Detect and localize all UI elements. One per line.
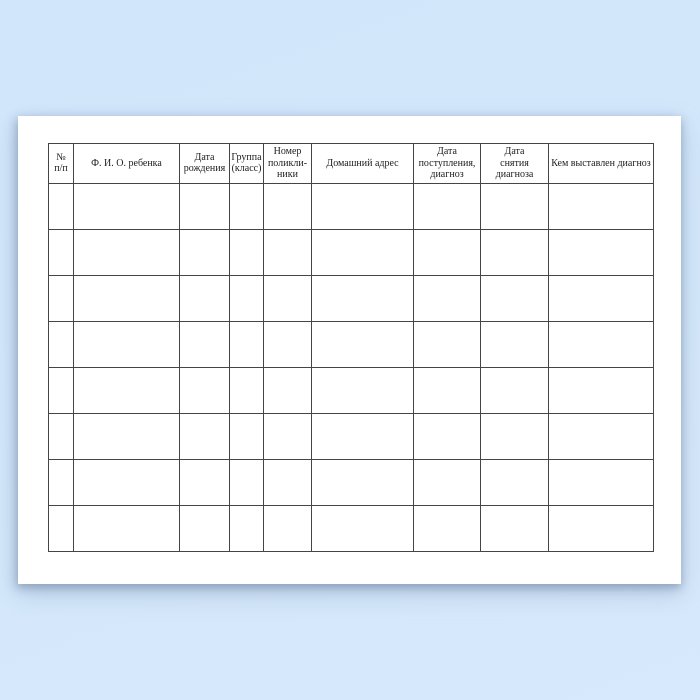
table-cell [311, 412, 414, 460]
table-cell [229, 412, 264, 460]
table-row [48, 366, 654, 414]
table-cell [73, 182, 180, 230]
table-cell [548, 412, 654, 460]
header-row: № п/п Ф. И. О. ребенка Дата рождения Гру… [48, 143, 654, 184]
table-cell [413, 274, 481, 322]
table-cell [480, 182, 549, 230]
table-cell [48, 504, 74, 552]
table-cell [229, 182, 264, 230]
table-cell [548, 274, 654, 322]
table-cell [548, 458, 654, 506]
table-cell [229, 274, 264, 322]
table-cell [48, 274, 74, 322]
table-cell [311, 504, 414, 552]
table-cell [73, 366, 180, 414]
table-cell [548, 320, 654, 368]
table-cell [73, 458, 180, 506]
table-cell [263, 274, 312, 322]
table-cell [229, 458, 264, 506]
table-cell [73, 412, 180, 460]
column-header-home-address: Домашний адрес [311, 143, 414, 184]
table-cell [48, 182, 74, 230]
table-cell [480, 366, 549, 414]
column-header-birth-date: Дата рождения [179, 143, 230, 184]
table-cell [263, 228, 312, 276]
table-cell [179, 320, 230, 368]
table-cell [73, 320, 180, 368]
table-cell [311, 274, 414, 322]
table-row [48, 182, 654, 230]
table-row [48, 228, 654, 276]
table-cell [229, 228, 264, 276]
column-header-admission-date-diagnosis: Дата поступления, диагноз [413, 143, 481, 184]
table-cell [311, 366, 414, 414]
table-cell [263, 320, 312, 368]
table-cell [480, 504, 549, 552]
table-cell [179, 274, 230, 322]
table-cell [548, 228, 654, 276]
table-cell [413, 504, 481, 552]
column-header-diagnosed-by: Кем выставлен диагноз [548, 143, 654, 184]
table-cell [480, 320, 549, 368]
table-cell [413, 182, 481, 230]
table-cell [548, 366, 654, 414]
table-row [48, 458, 654, 506]
table-row [48, 412, 654, 460]
table-cell [311, 182, 414, 230]
table-cell [413, 366, 481, 414]
table-cell [263, 412, 312, 460]
table-cell [263, 182, 312, 230]
table-cell [311, 458, 414, 506]
table-cell [548, 504, 654, 552]
table-cell [179, 228, 230, 276]
table-cell [48, 320, 74, 368]
table-cell [229, 504, 264, 552]
table-cell [179, 504, 230, 552]
table-row [48, 274, 654, 322]
table-cell [229, 366, 264, 414]
table-cell [48, 412, 74, 460]
table-cell [179, 182, 230, 230]
table-cell [413, 412, 481, 460]
table-cell [48, 366, 74, 414]
table-row [48, 320, 654, 368]
table-cell [48, 228, 74, 276]
paper-sheet: № п/п Ф. И. О. ребенка Дата рождения Гру… [18, 116, 681, 584]
table-cell [73, 504, 180, 552]
table-cell [73, 274, 180, 322]
table-cell [263, 504, 312, 552]
table-cell [548, 182, 654, 230]
table-cell [413, 320, 481, 368]
table-cell [48, 458, 74, 506]
table-cell [311, 228, 414, 276]
column-header-clinic-number: Номер поликли- ники [263, 143, 312, 184]
table-cell [480, 458, 549, 506]
column-header-diagnosis-removal-date: Дата снятия диагноза [480, 143, 549, 184]
table-row [48, 504, 654, 552]
column-header-row-number: № п/п [48, 143, 74, 184]
table-cell [480, 274, 549, 322]
table-cell [179, 458, 230, 506]
column-header-child-name: Ф. И. О. ребенка [73, 143, 180, 184]
table-cell [413, 228, 481, 276]
table-cell [179, 412, 230, 460]
table-cell [263, 366, 312, 414]
table-cell [179, 366, 230, 414]
table-cell [480, 228, 549, 276]
table-cell [311, 320, 414, 368]
table-cell [263, 458, 312, 506]
table-cell [73, 228, 180, 276]
register-table: № п/п Ф. И. О. ребенка Дата рождения Гру… [48, 143, 654, 552]
column-header-group-class: Группа (класс) [229, 143, 264, 184]
table-cell [413, 458, 481, 506]
table-cell [480, 412, 549, 460]
table-cell [229, 320, 264, 368]
